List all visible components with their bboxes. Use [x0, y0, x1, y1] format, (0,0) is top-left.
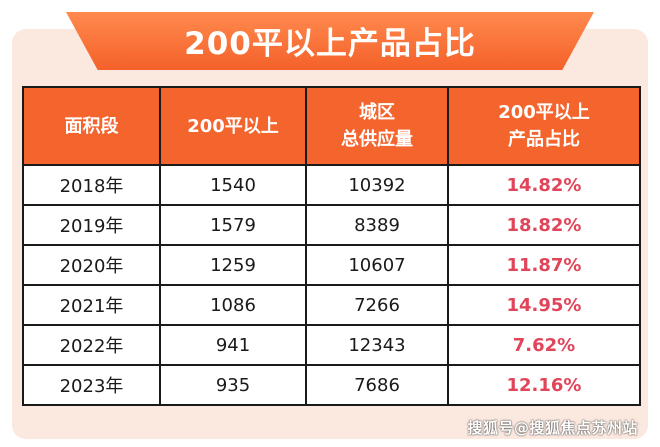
- table-row: 2022年 941 12343 7.62%: [22, 324, 641, 366]
- header-line: 城区: [359, 102, 395, 123]
- header-above-200: 200平以上: [159, 86, 307, 166]
- header-total-supply: 城区 总供应量: [305, 86, 449, 166]
- cell-share: 14.82%: [447, 164, 641, 206]
- page-title: 200平以上产品占比: [184, 25, 476, 62]
- table-header-row: 面积段 200平以上 城区 总供应量 200平以上 产品占比: [22, 86, 641, 166]
- cell-share: 12.16%: [447, 364, 641, 406]
- cell-year: 2022年: [22, 324, 161, 366]
- table-row: 2021年 1086 7266 14.95%: [22, 284, 641, 326]
- cell-share: 18.82%: [447, 204, 641, 246]
- cell-year: 2018年: [22, 164, 161, 206]
- cell-share: 11.87%: [447, 244, 641, 286]
- header-line: 200平以上: [498, 102, 590, 123]
- cell-supply: 12343: [305, 324, 449, 366]
- cell-above-200: 935: [159, 364, 307, 406]
- cell-above-200: 1540: [159, 164, 307, 206]
- table-row: 2020年 1259 10607 11.87%: [22, 244, 641, 286]
- table-row: 2019年 1579 8389 18.82%: [22, 204, 641, 246]
- data-table: 面积段 200平以上 城区 总供应量 200平以上 产品占比 2018年 154…: [22, 86, 641, 406]
- cell-supply: 7266: [305, 284, 449, 326]
- cell-share: 7.62%: [447, 324, 641, 366]
- table-row: 2023年 935 7686 12.16%: [22, 364, 641, 406]
- cell-supply: 8389: [305, 204, 449, 246]
- table-row: 2018年 1540 10392 14.82%: [22, 164, 641, 206]
- cell-year: 2020年: [22, 244, 161, 286]
- cell-above-200: 1579: [159, 204, 307, 246]
- title-banner: 200平以上产品占比: [66, 12, 594, 70]
- cell-supply: 7686: [305, 364, 449, 406]
- header-line: 200平以上: [187, 115, 279, 137]
- header-line: 产品占比: [508, 129, 580, 150]
- header-area-range: 面积段: [22, 86, 161, 166]
- cell-above-200: 941: [159, 324, 307, 366]
- cell-supply: 10607: [305, 244, 449, 286]
- cell-year: 2021年: [22, 284, 161, 326]
- cell-supply: 10392: [305, 164, 449, 206]
- watermark-text: 搜狐号@搜狐焦点苏州站: [467, 419, 638, 437]
- header-line: 面积段: [64, 115, 119, 137]
- cell-share: 14.95%: [447, 284, 641, 326]
- cell-year: 2019年: [22, 204, 161, 246]
- cell-year: 2023年: [22, 364, 161, 406]
- cell-above-200: 1259: [159, 244, 307, 286]
- cell-above-200: 1086: [159, 284, 307, 326]
- header-line: 总供应量: [341, 129, 413, 150]
- header-share: 200平以上 产品占比: [447, 86, 641, 166]
